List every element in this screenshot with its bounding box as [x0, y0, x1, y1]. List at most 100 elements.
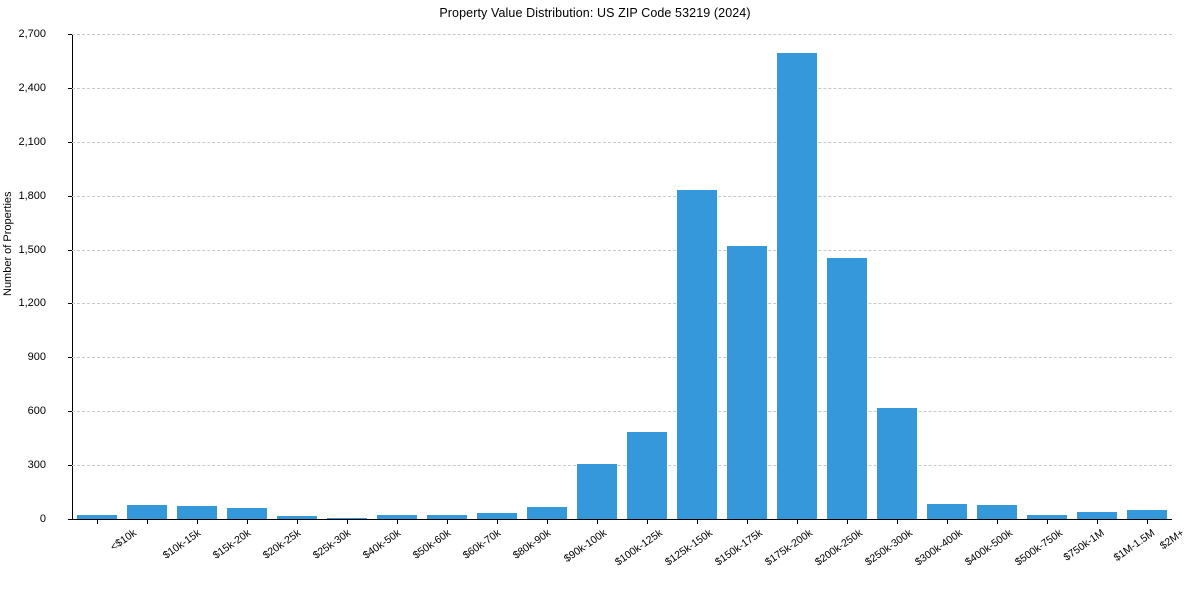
x-axis-tick-label: $60k-70k — [460, 527, 504, 562]
x-axis-tick-mark — [747, 520, 748, 524]
x-axis-tick-mark — [897, 520, 898, 524]
x-axis-tick-label: $500k-750k — [1012, 527, 1065, 569]
x-axis-tick-label: $1M-1.5M — [1111, 527, 1158, 564]
x-axis-tick-mark — [197, 520, 198, 524]
bar[interactable] — [777, 52, 817, 519]
bar[interactable] — [427, 515, 467, 519]
bar[interactable] — [327, 517, 367, 519]
x-axis-tick-label: $200k-250k — [812, 527, 865, 569]
bar[interactable] — [927, 504, 967, 519]
y-axis-spine — [72, 34, 73, 519]
bar[interactable] — [627, 431, 667, 519]
x-axis-tick-mark — [797, 520, 798, 524]
x-axis-tick-mark — [497, 520, 498, 524]
bars-group — [72, 34, 1172, 519]
bar[interactable] — [577, 464, 617, 519]
y-axis-label: Number of Properties — [2, 191, 14, 296]
y-axis-tick-mark — [68, 357, 72, 359]
x-axis-tick-label: <$10k — [108, 527, 139, 554]
y-axis-tick-label: 0 — [39, 513, 46, 525]
y-axis-tick-mark — [68, 195, 72, 197]
x-axis-tick-mark — [247, 520, 248, 524]
y-axis-tick-label: 1,800 — [18, 189, 46, 202]
chart-title: Property Value Distribution: US ZIP Code… — [439, 6, 751, 20]
x-axis-tick-mark — [1097, 520, 1098, 524]
x-axis-tick-label: $25k-30k — [310, 527, 354, 562]
y-axis-tick-label: 600 — [27, 405, 46, 418]
bar[interactable] — [227, 507, 267, 519]
plot-area: 0 300 600 900 1,200 1,500 1,800 2,100 2,400 2,700 — [18, 28, 1172, 525]
gridline — [72, 249, 1172, 251]
x-axis-tick-label: $750k-1M — [1061, 527, 1107, 564]
y-axis-tick-mark — [68, 34, 72, 35]
x-axis-tick-mark — [547, 520, 548, 524]
bar[interactable] — [727, 245, 767, 519]
gridline — [72, 411, 1172, 413]
bar[interactable] — [827, 257, 867, 519]
bar[interactable] — [377, 514, 417, 519]
x-axis-tick-mark — [1147, 520, 1148, 524]
bar[interactable] — [527, 507, 567, 519]
bar[interactable] — [477, 512, 517, 519]
bar[interactable] — [77, 515, 117, 519]
x-axis-tick-label: $400k-500k — [962, 527, 1015, 569]
bar[interactable] — [277, 516, 317, 519]
x-axis-tick-label: $250k-300k — [862, 527, 915, 569]
bar[interactable] — [127, 504, 167, 519]
y-axis-tick-label: 2,100 — [18, 135, 46, 148]
bar[interactable] — [877, 408, 917, 519]
bar[interactable] — [1077, 512, 1117, 519]
y-axis-tick-label: 2,700 — [18, 28, 46, 40]
y-axis-tick-label: 2,400 — [18, 81, 46, 94]
x-axis-tick-label: $90k-100k — [561, 527, 609, 565]
x-axis-tick-mark — [847, 520, 848, 524]
x-axis-tick-label: $2M+ — [1157, 527, 1187, 553]
y-axis-tick-mark — [68, 411, 72, 413]
x-axis-tick-label: $300k-400k — [912, 527, 965, 569]
gridline — [72, 357, 1172, 359]
x-axis-tick-mark — [447, 520, 448, 524]
x-axis-tick-mark — [147, 520, 148, 524]
bar[interactable] — [677, 190, 717, 519]
x-axis-tick-label: $40k-50k — [360, 527, 404, 562]
x-axis-tick-label: $20k-25k — [260, 527, 304, 562]
bar[interactable] — [177, 505, 217, 519]
x-axis-spine — [72, 519, 1172, 520]
bar[interactable] — [1027, 515, 1067, 519]
x-axis-tick-mark — [697, 520, 698, 524]
x-axis-tick-mark — [1047, 520, 1048, 524]
x-axis-tick-mark — [397, 520, 398, 524]
x-axis-tick-label: $10k-15k — [160, 527, 204, 562]
y-axis-tick-label: 1,200 — [18, 297, 46, 310]
y-axis-tick-mark — [68, 249, 72, 251]
y-axis-tick-mark — [68, 141, 72, 143]
y-axis-tick-label: 300 — [27, 459, 46, 472]
x-axis-tick-mark — [297, 520, 298, 524]
bar[interactable] — [977, 505, 1017, 519]
x-axis-tick-mark — [597, 520, 598, 524]
y-axis-tick-label: 1,500 — [18, 243, 46, 256]
y-axis-tick-label: 900 — [27, 351, 46, 364]
gridline — [72, 195, 1172, 197]
y-axis-tick-mark — [68, 465, 72, 467]
x-axis-tick-label: $175k-200k — [762, 527, 815, 569]
x-axis-tick-label: $125k-150k — [662, 527, 715, 569]
x-axis-tick-label: $100k-125k — [612, 527, 665, 569]
gridline — [72, 303, 1172, 305]
gridline — [72, 141, 1172, 143]
x-axis-tick-labels: <$10k $10k-15k $15k-20k $20k-25k $25k-30k $40… — [72, 525, 1186, 590]
y-axis-tick-mark — [68, 303, 72, 305]
x-axis-tick-mark — [947, 520, 948, 524]
x-axis-tick-mark — [997, 520, 998, 524]
x-axis-tick-mark — [347, 520, 348, 524]
gridline — [72, 34, 1172, 35]
y-axis-tick-mark — [68, 87, 72, 89]
x-axis-tick-label: $150k-175k — [712, 527, 765, 569]
gridline — [72, 465, 1172, 467]
x-axis-tick-mark — [647, 520, 648, 524]
bar[interactable] — [1127, 510, 1167, 519]
x-axis-tick-label: $15k-20k — [210, 527, 254, 562]
x-axis-tick-label: $80k-90k — [510, 527, 554, 562]
y-axis-tick-mark — [68, 519, 72, 520]
